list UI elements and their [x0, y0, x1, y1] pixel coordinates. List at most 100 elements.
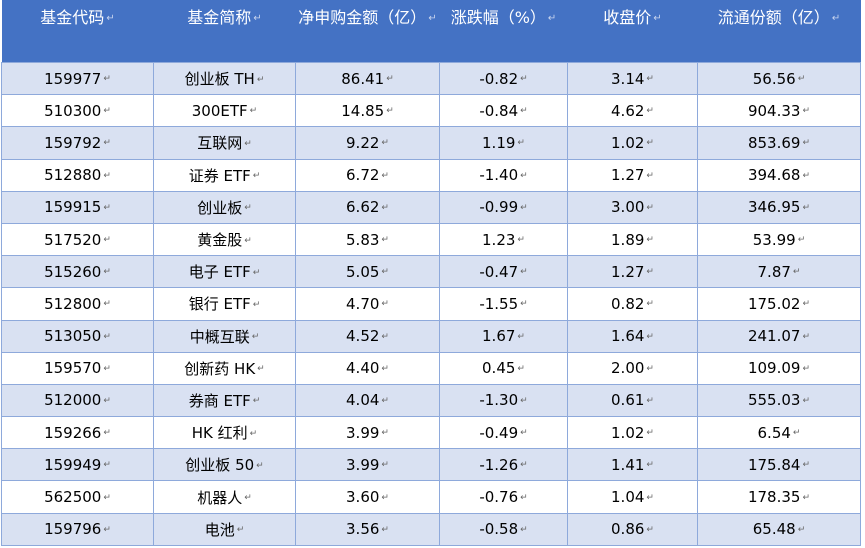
net-purchase-cell: 3.99 ↵ [295, 448, 440, 482]
table-row: 159266 ↵ HK 红利 ↵ 3.99 ↵ -0.49 ↵ 1.02 ↵ 6.54 ↵ [1, 416, 861, 450]
float-shares-cell: 6.54 ↵ [697, 416, 861, 450]
cell-text: 3.56 [346, 520, 380, 539]
float-shares-cell: 241.07 ↵ [697, 319, 861, 353]
cell-text: 券商 ETF [188, 391, 251, 410]
cell-text: 0.86 [611, 520, 645, 539]
net-purchase-cell: 4.04 ↵ [295, 383, 440, 418]
change-pct-cell: -0.99 ↵ [439, 190, 568, 224]
fund-name-cell: HK 红利 ↵ [153, 416, 296, 450]
float-shares-cell: 178.35 ↵ [697, 480, 861, 514]
cell-text: 创业板 50 [185, 456, 255, 475]
net-purchase-cell: 3.99 ↵ [295, 416, 440, 450]
float-shares-cell: 7.87 ↵ [697, 255, 861, 289]
cell-text: 2.00 [611, 359, 645, 378]
cell-text: 853.69 [747, 133, 801, 152]
fund-code-cell: 517520 ↵ [1, 222, 154, 257]
fund-name-cell: 黄金股 ↵ [153, 222, 296, 257]
change-pct-cell: -0.84 ↵ [439, 94, 568, 128]
fund-code-cell: 512880 ↵ [1, 158, 154, 192]
change-pct-cell: -0.49 ↵ [439, 416, 568, 450]
fund-name-cell: 互联网 ↵ [153, 126, 296, 160]
cell-text: 510300 [44, 101, 102, 120]
cell-text: 互联网 [197, 134, 243, 153]
fund-name-cell: 电子 ETF ↵ [153, 255, 296, 289]
net-purchase-cell: 14.85 ↵ [295, 94, 440, 128]
float-shares-cell: 853.69 ↵ [697, 126, 861, 160]
close-price-cell: 1.41 ↵ [567, 448, 698, 482]
fund-name-cell: 机器人 ↵ [153, 480, 296, 514]
cell-text: 9.22 [346, 133, 380, 152]
change-pct-cell: -0.82 ↵ [439, 61, 568, 96]
cell-text: 1.27 [611, 262, 645, 281]
cell-text: 6.54 [757, 423, 791, 442]
table-body: 159977 ↵ 创业板 TH ↵ 86.41 ↵ -0.82 ↵ 3.14 ↵ 56.56 ↵ 510… [1, 61, 861, 546]
float-shares-cell: 65.48 ↵ [697, 512, 861, 546]
float-shares-cell: 53.99 ↵ [697, 222, 861, 257]
fund-code-cell: 515260 ↵ [1, 255, 154, 289]
header-float-shares: 流通份额（亿） ↵ [697, 0, 861, 63]
fund-name-cell: 300ETF ↵ [153, 94, 296, 128]
cell-text: 394.68 [747, 166, 801, 185]
cell-text: 1.27 [611, 166, 645, 185]
cell-text: -0.49 [479, 423, 519, 442]
cell-text: 53.99 [752, 230, 796, 249]
fund-name-cell: 创新药 HK ↵ [153, 351, 296, 385]
close-price-cell: 0.61 ↵ [567, 383, 698, 418]
cell-text: 1.89 [611, 230, 645, 249]
fund-code-cell: 159266 ↵ [1, 416, 154, 450]
cell-text: 175.02 [747, 294, 801, 313]
cell-text: -1.26 [479, 455, 519, 474]
cell-text: 159915 [44, 198, 102, 217]
cell-text: 178.35 [747, 488, 801, 507]
table-row: 512880 ↵ 证券 ETF ↵ 6.72 ↵ -1.40 ↵ 1.27 ↵ 394.68 ↵ [1, 158, 861, 192]
cell-text: 1.19 [482, 133, 516, 152]
net-purchase-cell: 5.05 ↵ [295, 255, 440, 289]
change-pct-cell: -0.58 ↵ [439, 512, 568, 546]
fund-code-cell: 159915 ↵ [1, 190, 154, 224]
cell-text: 86.41 [341, 69, 385, 88]
fund-code-cell: 562500 ↵ [1, 480, 154, 514]
close-price-cell: 1.89 ↵ [567, 222, 698, 257]
fund-code-cell: 159570 ↵ [1, 351, 154, 385]
change-pct-cell: -1.30 ↵ [439, 383, 568, 418]
net-purchase-cell: 86.41 ↵ [295, 61, 440, 96]
net-purchase-cell: 3.60 ↵ [295, 480, 440, 514]
close-price-cell: 1.02 ↵ [567, 126, 698, 160]
cell-text: -1.55 [479, 294, 519, 313]
change-pct-cell: 1.19 ↵ [439, 126, 568, 160]
close-price-cell: 4.62 ↵ [567, 94, 698, 128]
cell-text: 4.70 [346, 294, 380, 313]
cell-text: 512880 [44, 166, 102, 185]
cell-text: 6.62 [346, 198, 380, 217]
cell-text: 3.14 [611, 69, 645, 88]
header-row: 基金代码 ↵ 基金简称 ↵ 净申购金额（亿） ↵ 涨跌幅（%） ↵ 收盘价 ↵ 流通份额（… [1, 0, 861, 63]
net-purchase-cell: 6.72 ↵ [295, 158, 440, 192]
header-close-price: 收盘价 ↵ [567, 0, 698, 63]
cell-text: 175.84 [747, 455, 801, 474]
fund-code-cell: 510300 ↵ [1, 94, 154, 128]
cell-text: 109.09 [747, 359, 801, 378]
change-pct-cell: 0.45 ↵ [439, 351, 568, 385]
change-pct-cell: -1.55 ↵ [439, 287, 568, 321]
cell-text: 银行 ETF [188, 295, 251, 314]
table-row: 512000 ↵ 券商 ETF ↵ 4.04 ↵ -1.30 ↵ 0.61 ↵ 555.03 ↵ [1, 383, 861, 418]
net-purchase-cell: 4.40 ↵ [295, 351, 440, 385]
cell-text: 4.04 [346, 391, 380, 410]
close-price-cell: 1.02 ↵ [567, 416, 698, 450]
cell-text: 515260 [44, 262, 102, 281]
close-price-cell: 1.04 ↵ [567, 480, 698, 514]
cell-text: 0.45 [482, 359, 516, 378]
header-net-purchase: 净申购金额（亿） ↵ [295, 0, 440, 63]
cell-text: 3.99 [346, 455, 380, 474]
cell-text: 机器人 [197, 488, 243, 507]
cell-text: 555.03 [747, 391, 801, 410]
fund-name-cell: 电池 ↵ [153, 512, 296, 546]
cell-text: 1.02 [611, 423, 645, 442]
cell-text: 7.87 [757, 262, 791, 281]
float-shares-cell: 175.02 ↵ [697, 287, 861, 321]
cell-text: 5.05 [346, 262, 380, 281]
close-price-cell: 1.27 ↵ [567, 255, 698, 289]
cell-text: 0.61 [611, 391, 645, 410]
net-purchase-cell: 5.83 ↵ [295, 222, 440, 257]
fund-name-cell: 创业板 50 ↵ [153, 448, 296, 482]
